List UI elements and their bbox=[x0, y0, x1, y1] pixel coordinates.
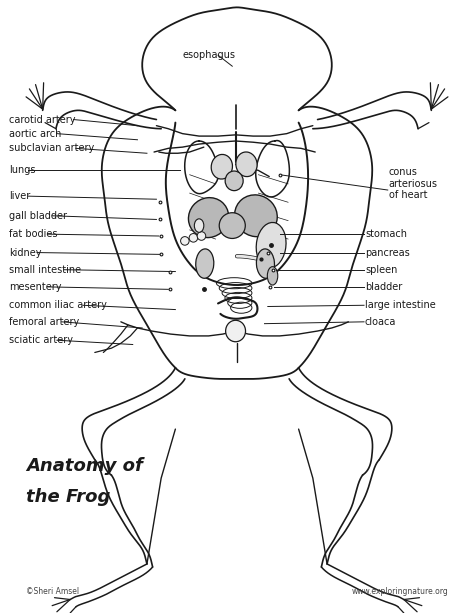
Ellipse shape bbox=[219, 213, 246, 238]
Text: the Frog: the Frog bbox=[26, 487, 110, 506]
Text: cloaca: cloaca bbox=[365, 317, 396, 327]
Text: lungs: lungs bbox=[9, 166, 36, 175]
Text: femoral artery: femoral artery bbox=[9, 317, 80, 327]
Ellipse shape bbox=[225, 171, 243, 191]
Ellipse shape bbox=[181, 237, 189, 245]
Text: subclavian artery: subclavian artery bbox=[9, 143, 95, 153]
Text: mesentery: mesentery bbox=[9, 282, 62, 292]
Ellipse shape bbox=[189, 197, 228, 238]
Ellipse shape bbox=[256, 223, 286, 268]
Ellipse shape bbox=[211, 154, 232, 179]
Text: ©Sheri Amsel: ©Sheri Amsel bbox=[26, 587, 79, 596]
Ellipse shape bbox=[197, 232, 206, 240]
Text: bladder: bladder bbox=[365, 282, 402, 292]
Ellipse shape bbox=[194, 219, 204, 232]
Text: spleen: spleen bbox=[365, 265, 397, 275]
Ellipse shape bbox=[196, 249, 214, 278]
Text: gall bladder: gall bladder bbox=[9, 211, 67, 221]
Ellipse shape bbox=[189, 234, 198, 242]
Text: aortic arch: aortic arch bbox=[9, 129, 62, 139]
Text: fat bodies: fat bodies bbox=[9, 229, 58, 239]
Ellipse shape bbox=[236, 152, 257, 177]
Text: Anatomy of: Anatomy of bbox=[26, 457, 143, 475]
Text: liver: liver bbox=[9, 191, 31, 201]
Text: pancreas: pancreas bbox=[365, 248, 410, 257]
Text: esophagus: esophagus bbox=[182, 50, 236, 60]
Text: sciatic artery: sciatic artery bbox=[9, 335, 73, 345]
Ellipse shape bbox=[256, 249, 274, 278]
Text: carotid artery: carotid artery bbox=[9, 115, 76, 124]
Ellipse shape bbox=[235, 195, 277, 237]
Text: small intestine: small intestine bbox=[9, 265, 82, 275]
Text: kidney: kidney bbox=[9, 248, 42, 257]
Ellipse shape bbox=[226, 320, 246, 342]
Text: large intestine: large intestine bbox=[365, 300, 436, 310]
Text: www.exploringnature.org: www.exploringnature.org bbox=[351, 587, 448, 596]
Ellipse shape bbox=[267, 267, 278, 285]
Text: common iliac artery: common iliac artery bbox=[9, 300, 107, 310]
Text: stomach: stomach bbox=[365, 229, 407, 239]
Text: conus
arteriosus
of heart: conus arteriosus of heart bbox=[389, 167, 438, 200]
